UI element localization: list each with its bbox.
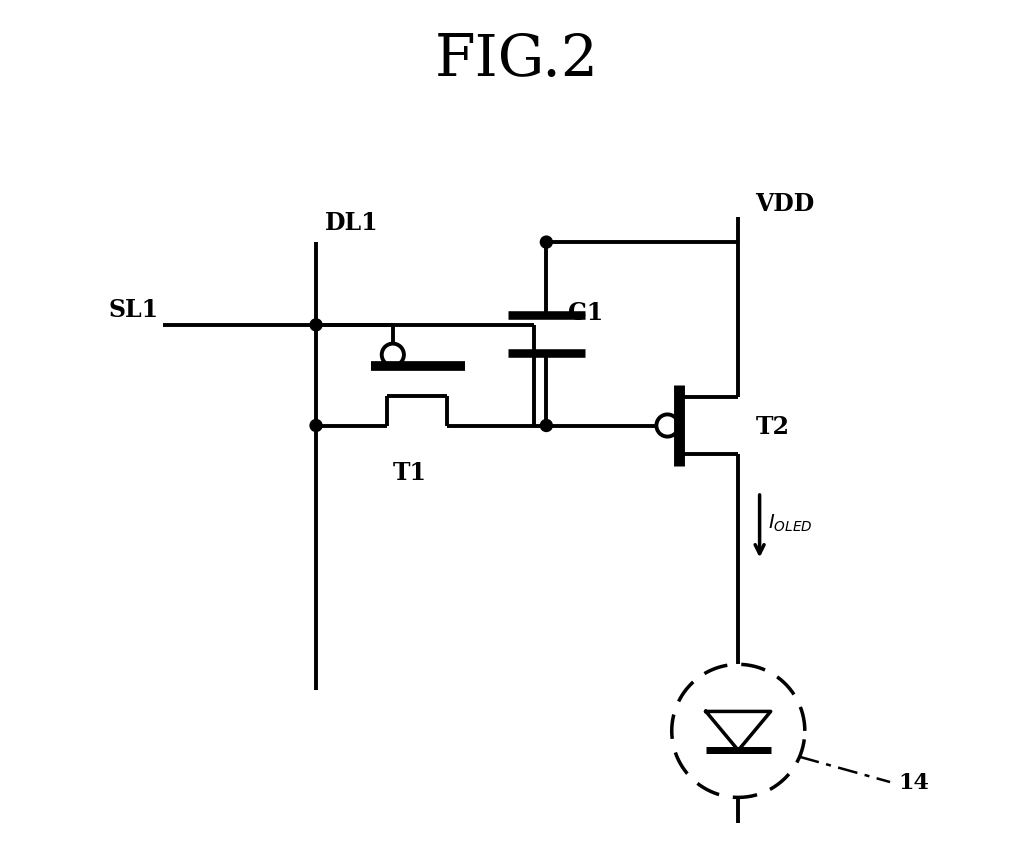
Text: $I_{OLED}$: $I_{OLED}$: [769, 512, 813, 532]
Circle shape: [310, 420, 322, 432]
Text: C1: C1: [568, 301, 603, 325]
Text: T1: T1: [393, 460, 427, 484]
Text: SL1: SL1: [108, 297, 158, 321]
Text: 14: 14: [899, 771, 930, 793]
Text: T2: T2: [755, 414, 789, 438]
Circle shape: [310, 320, 322, 331]
Text: FIG.2: FIG.2: [435, 32, 598, 88]
Text: DL1: DL1: [324, 210, 378, 234]
Circle shape: [540, 420, 553, 432]
Text: VDD: VDD: [755, 192, 815, 216]
Circle shape: [540, 237, 553, 249]
